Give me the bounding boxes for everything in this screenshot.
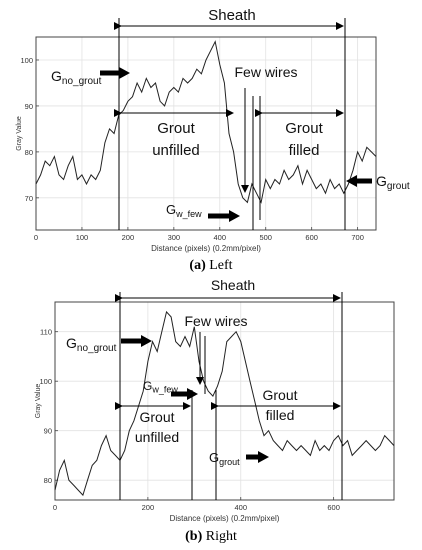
- sheath-label: Sheath: [208, 7, 256, 24]
- tick-label-x: 600: [327, 503, 340, 512]
- tick-label-y: 80: [25, 148, 33, 157]
- g-w-few-arrow: [208, 210, 240, 222]
- tick-label-x: 400: [234, 503, 247, 512]
- chart-right: 0 200 400 600 80 90 100 110 Distance (pixels) (0…: [35, 277, 395, 523]
- g-w-few-label: Gw_few: [143, 379, 178, 395]
- grout-filled-label-1: Grout: [262, 387, 297, 403]
- grout-filled-label-2: filled: [289, 142, 320, 159]
- sheath-label: Sheath: [211, 277, 255, 293]
- tick-label-y: 90: [25, 102, 33, 111]
- few-wires-label: Few wires: [234, 64, 297, 80]
- x-axis-label: Distance (pixels) (0.2mm/pixel): [151, 244, 261, 253]
- g-no-grout-arrow: [121, 335, 152, 347]
- grout-filled-label-1: Grout: [285, 120, 323, 137]
- caption-right: (b) Right: [0, 529, 422, 545]
- chart-left: 0 100 200 300 400 500 600 700 70 80 90 100 Distance …: [16, 7, 410, 253]
- y-axis-label: Gray Value: [16, 116, 23, 151]
- grout-unfilled-label-1: Grout: [139, 409, 174, 425]
- tick-label-x: 700: [351, 233, 364, 242]
- grout-filled-label-2: filled: [266, 407, 295, 423]
- tick-label-y: 90: [44, 427, 52, 436]
- grout-unfilled-label-2: unfilled: [152, 142, 200, 159]
- tick-label-y: 100: [39, 377, 52, 386]
- series-line: [35, 40, 377, 204]
- series-line: [54, 310, 395, 497]
- x-axis-label: Distance (pixels) (0.2mm/pixel): [170, 514, 280, 523]
- plot-frame: [54, 301, 395, 501]
- caption-left-text: Left: [209, 258, 233, 273]
- grout-unfilled-label-2: unfilled: [135, 429, 179, 445]
- tick-label-x: 0: [53, 503, 57, 512]
- tick-label-x: 200: [122, 233, 135, 242]
- g-no-grout-arrow: [100, 67, 130, 79]
- tick-label-y: 110: [40, 328, 52, 337]
- g-grout-label: Ggrout: [209, 450, 240, 467]
- grout-unfilled-label-1: Grout: [157, 120, 195, 137]
- g-w-few-arrow: [171, 388, 198, 400]
- tick-label-y: 80: [44, 476, 52, 485]
- caption-left-tag: (a): [189, 258, 206, 273]
- g-grout-arrow: [246, 451, 269, 463]
- tick-label-x: 500: [259, 233, 272, 242]
- tick-label-x: 0: [34, 233, 38, 242]
- tick-label-x: 400: [214, 233, 227, 242]
- tick-label-y: 100: [20, 56, 33, 65]
- g-w-few-label: Gw_few: [166, 202, 202, 219]
- tick-label-x: 100: [76, 233, 89, 242]
- tick-label-x: 200: [142, 503, 155, 512]
- tick-label-x: 300: [168, 233, 181, 242]
- g-no-grout-label: Gno_grout: [51, 68, 102, 87]
- plot-frame: [35, 36, 377, 231]
- tick-label-y: 70: [25, 194, 33, 203]
- tick-label-x: 600: [305, 233, 318, 242]
- caption-left: (a) Left: [0, 258, 422, 274]
- y-axis-label: Gray Value: [35, 384, 42, 419]
- g-no-grout-label: Gno_grout: [66, 335, 117, 354]
- caption-right-tag: (b): [185, 529, 203, 544]
- caption-right-text: Right: [205, 529, 237, 544]
- few-wires-label: Few wires: [184, 313, 247, 329]
- g-grout-label: Ggrout: [376, 173, 410, 192]
- g-grout-arrow: [346, 175, 372, 187]
